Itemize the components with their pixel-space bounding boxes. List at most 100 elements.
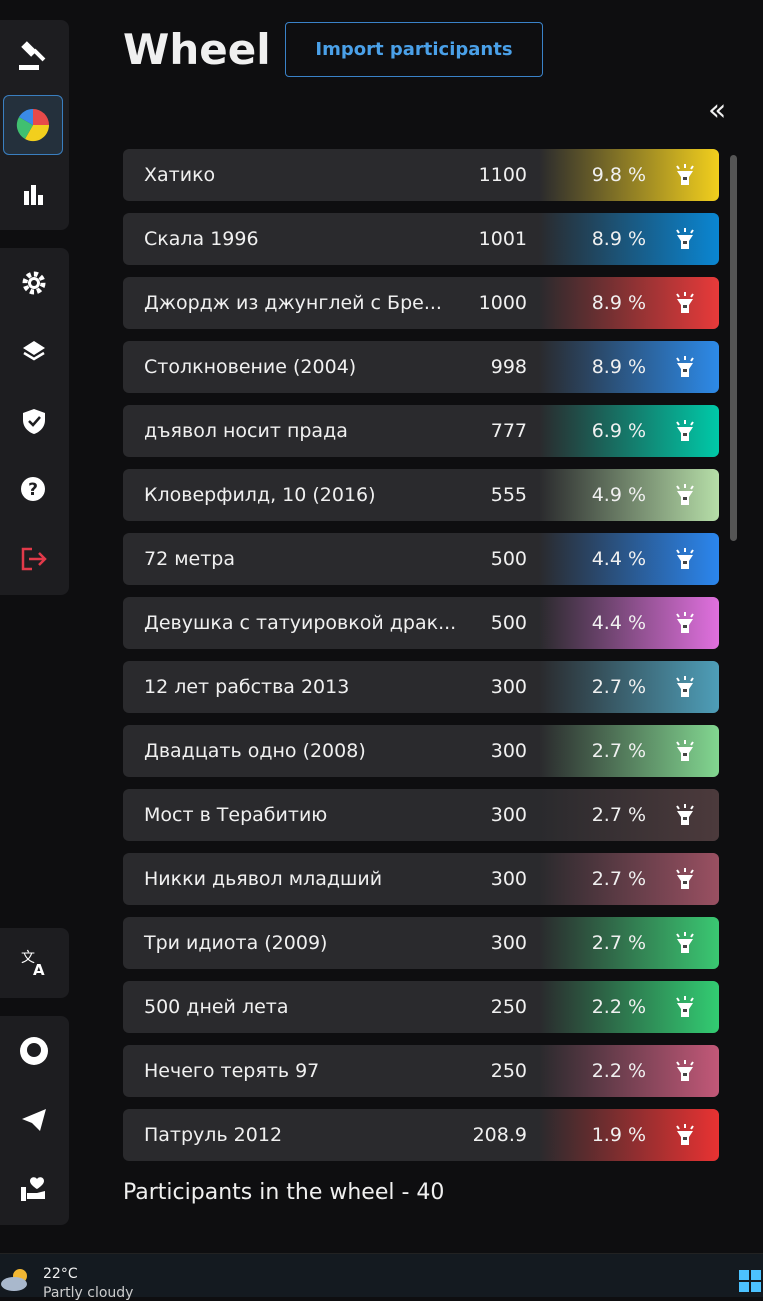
toggle-icon[interactable] [673, 931, 697, 960]
participant-percent: 4.9 % [591, 484, 646, 506]
participant-name: 12 лет рабства 2013 [144, 676, 350, 698]
participant-row: Двадцать одно (2008) 300 2.7 % [123, 725, 719, 777]
bulb-glyph [676, 740, 694, 761]
collapse-button[interactable]: « [708, 93, 727, 128]
participant-row: Нечего терять 97 250 2.2 % [123, 1045, 719, 1097]
bulb-glyph [676, 420, 694, 441]
bulb-glyph [676, 676, 694, 697]
toggle-icon[interactable] [673, 227, 697, 256]
participant-amount: 250 [490, 996, 527, 1018]
toggle-icon[interactable] [673, 547, 697, 576]
participant-amount: 1001 [478, 228, 527, 250]
wheel-icon[interactable] [3, 95, 63, 155]
logout-icon[interactable] [4, 530, 64, 588]
start-button[interactable] [739, 1270, 763, 1294]
participant-row: Три идиота (2009) 300 2.7 % [123, 917, 719, 969]
participant-name: Двадцать одно (2008) [144, 740, 366, 762]
participant-row: Хатико 1100 9.8 % [123, 149, 719, 201]
participant-amount: 500 [490, 612, 527, 634]
participant-percent: 2.7 % [591, 932, 646, 954]
toggle-icon[interactable] [673, 291, 697, 320]
participant-name: Патруль 2012 [144, 1124, 283, 1146]
participant-amount: 777 [490, 420, 527, 442]
taskbar: 22°C Partly cloudy [0, 1253, 763, 1301]
participant-percent: 4.4 % [591, 612, 646, 634]
participant-percent: 2.7 % [591, 740, 646, 762]
toggle-icon[interactable] [673, 1059, 697, 1088]
participant-name: Скала 1996 [144, 228, 259, 250]
weather-icon [1, 1269, 27, 1291]
participant-row: Джордж из джунглей с Бре... 1000 8.9 % [123, 277, 719, 329]
scrollbar[interactable] [730, 155, 737, 541]
participant-row: 72 метра 500 4.4 % [123, 533, 719, 585]
toggle-icon[interactable] [673, 611, 697, 640]
participant-percent: 4.4 % [591, 548, 646, 570]
toggle-icon[interactable] [673, 867, 697, 896]
toggle-icon[interactable] [673, 483, 697, 512]
participant-amount: 300 [490, 676, 527, 698]
participant-percent: 2.7 % [591, 804, 646, 826]
bulb-glyph [676, 1060, 694, 1081]
toggle-icon[interactable] [673, 739, 697, 768]
participant-name: Джордж из джунглей с Бре... [144, 292, 442, 314]
participant-name: Кловерфилд, 10 (2016) [144, 484, 376, 506]
toggle-icon[interactable] [673, 803, 697, 832]
participant-row: Патруль 2012 208.9 1.9 % [123, 1109, 719, 1161]
sidebar-top [0, 20, 69, 230]
bulb-glyph [676, 356, 694, 377]
participant-amount: 500 [490, 548, 527, 570]
github-icon[interactable] [4, 1022, 64, 1080]
settings-icon[interactable] [4, 254, 64, 312]
toggle-icon[interactable] [673, 163, 697, 192]
participant-amount: 300 [490, 804, 527, 826]
participant-amount: 1000 [478, 292, 527, 314]
bulb-glyph [676, 484, 694, 505]
shield-icon[interactable] [4, 392, 64, 450]
participant-amount: 250 [490, 1060, 527, 1082]
participant-amount: 555 [490, 484, 527, 506]
layers-icon[interactable] [4, 322, 64, 380]
donate-icon[interactable] [4, 1160, 64, 1218]
participant-count: Participants in the wheel - 40 [123, 1180, 445, 1205]
toggle-icon[interactable] [673, 419, 697, 448]
participant-row: Никки дьявол младший 300 2.7 % [123, 853, 719, 905]
telegram-icon[interactable] [4, 1091, 64, 1149]
participant-name: 500 дней лета [144, 996, 289, 1018]
toggle-icon[interactable] [673, 1123, 697, 1152]
toggle-icon[interactable] [673, 675, 697, 704]
participant-name: Мост в Терабитию [144, 804, 328, 826]
participant-percent: 8.9 % [591, 292, 646, 314]
participant-amount: 300 [490, 868, 527, 890]
bulb-glyph [676, 804, 694, 825]
participant-row: 12 лет рабства 2013 300 2.7 % [123, 661, 719, 713]
participant-percent: 8.9 % [591, 228, 646, 250]
participant-row: Кловерфилд, 10 (2016) 555 4.9 % [123, 469, 719, 521]
auction-icon[interactable] [4, 26, 64, 84]
participant-name: дъявол носит прада [144, 420, 348, 442]
toggle-icon[interactable] [673, 355, 697, 384]
participant-name: Три идиота (2009) [144, 932, 328, 954]
participant-percent: 2.7 % [591, 868, 646, 890]
weather-text: Partly cloudy [43, 1285, 134, 1301]
toggle-icon[interactable] [673, 995, 697, 1024]
participant-amount: 998 [490, 356, 527, 378]
bulb-glyph [676, 228, 694, 249]
bulb-glyph [676, 1124, 694, 1145]
participant-amount: 300 [490, 932, 527, 954]
page-title: Wheel [123, 25, 271, 74]
bulb-glyph [676, 612, 694, 633]
stats-icon[interactable] [4, 166, 64, 224]
participant-percent: 9.8 % [591, 164, 646, 186]
bulb-glyph [676, 932, 694, 953]
import-button[interactable]: Import participants [285, 22, 543, 77]
participant-name: 72 метра [144, 548, 236, 570]
participant-name: Хатико [144, 164, 216, 186]
participant-percent: 2.2 % [591, 1060, 646, 1082]
participant-row: Девушка с татуировкой драк... 500 4.4 % [123, 597, 719, 649]
participant-row: 500 дней лета 250 2.2 % [123, 981, 719, 1033]
bulb-glyph [676, 868, 694, 889]
help-icon[interactable]: ? [4, 461, 64, 519]
participant-name: Девушка с татуировкой драк... [144, 612, 457, 634]
